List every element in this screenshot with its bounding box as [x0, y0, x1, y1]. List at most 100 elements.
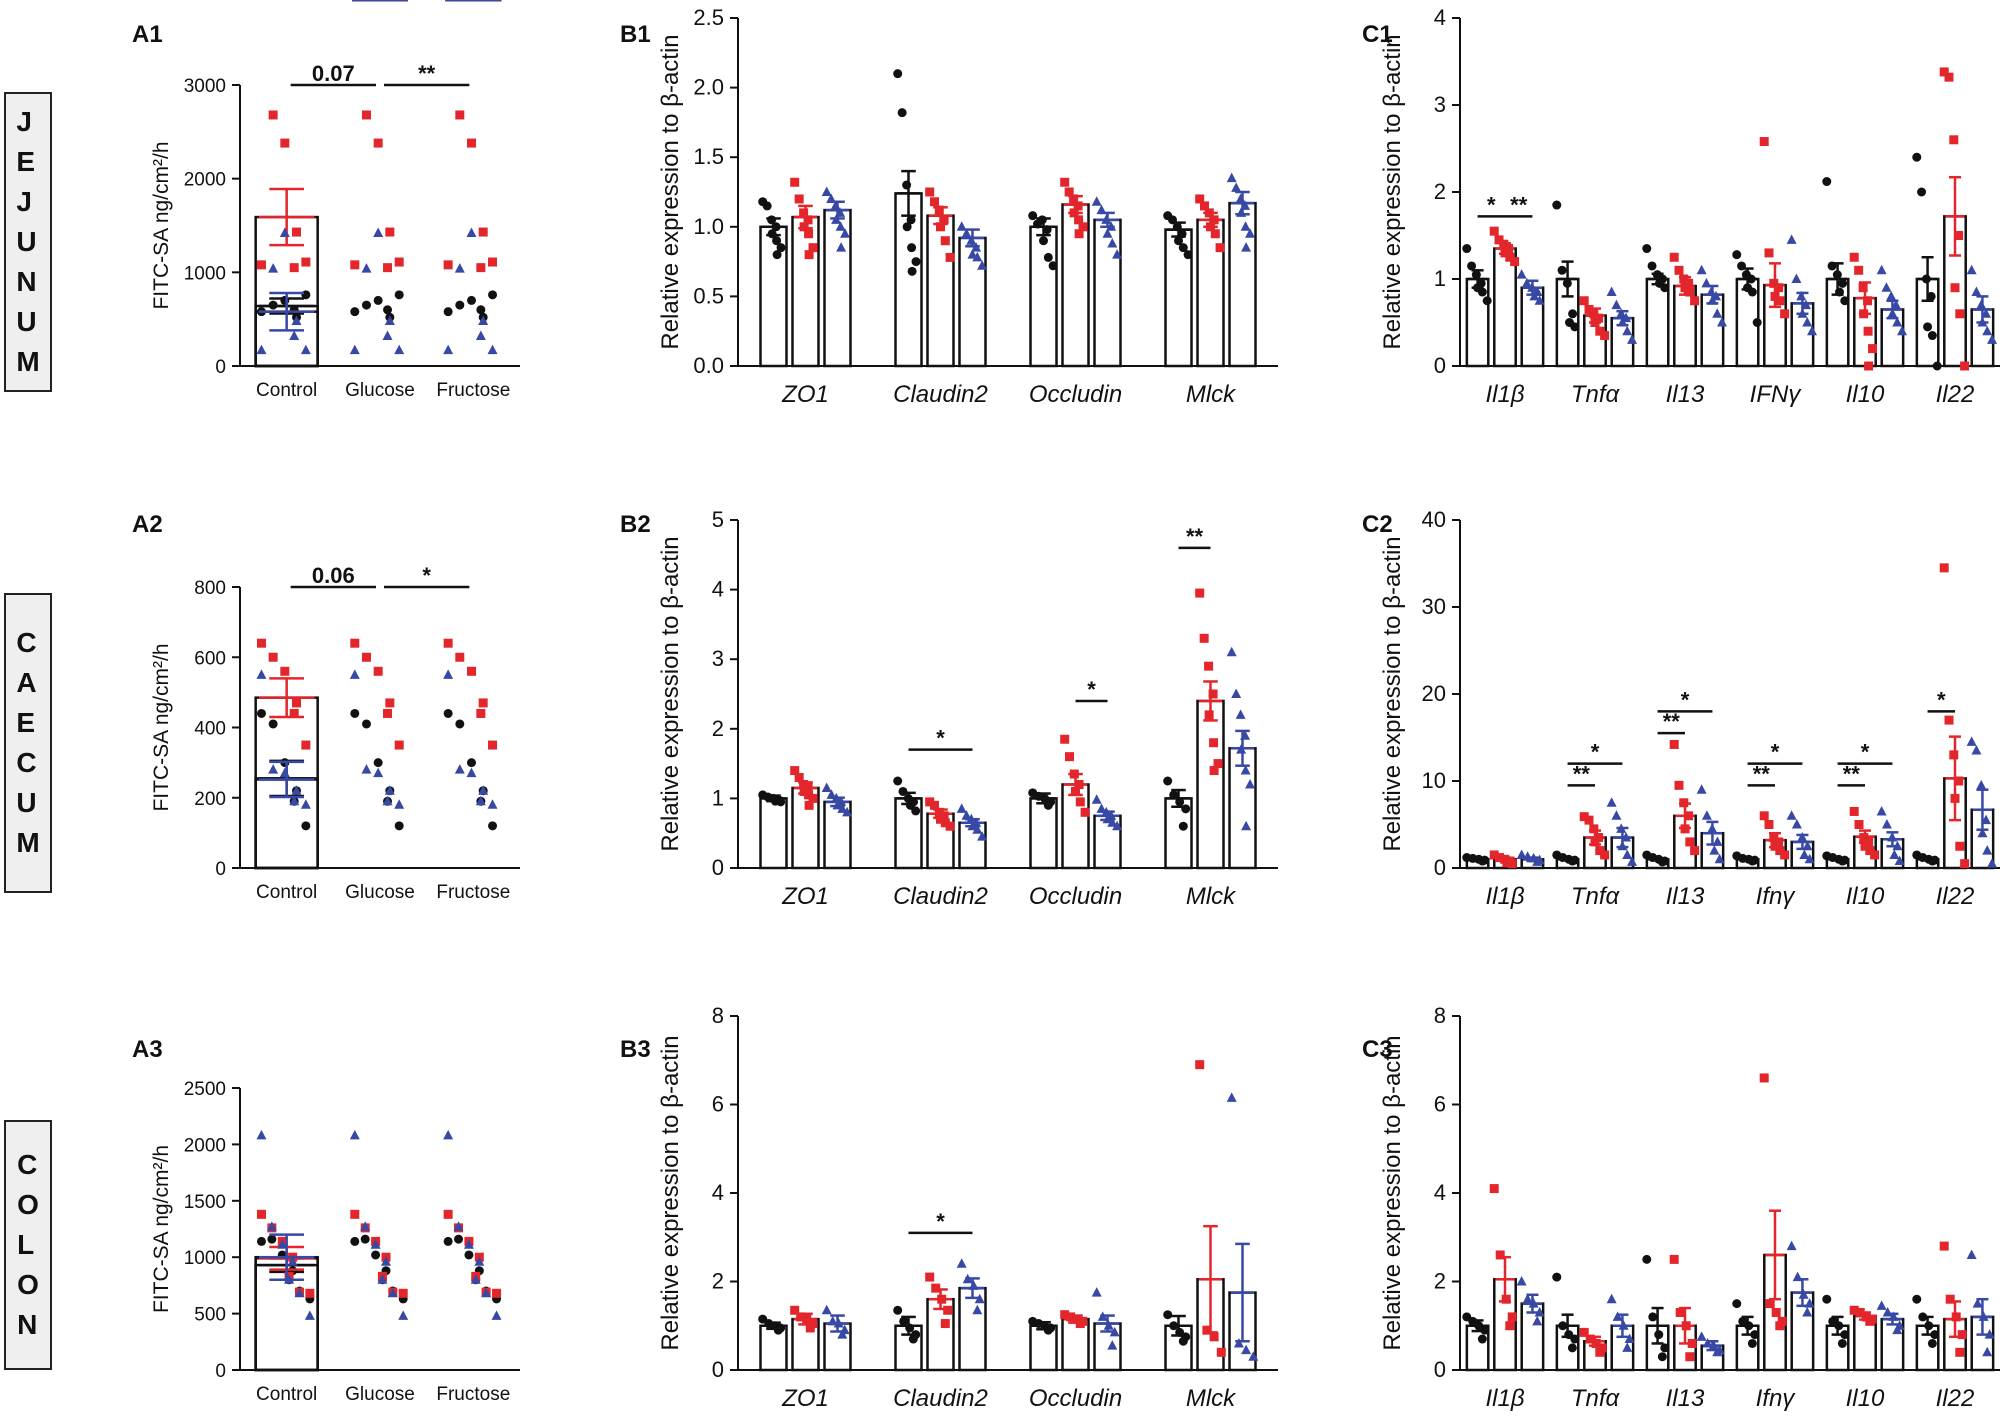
data-point: [1585, 1334, 1595, 1344]
x-tick-label: Glucose: [345, 380, 415, 401]
data-point: [488, 740, 498, 750]
data-point: [1797, 308, 1808, 318]
data-point: [1236, 744, 1247, 754]
data-point: [1112, 249, 1123, 259]
data-point: [1849, 252, 1859, 262]
data-point: [1660, 1343, 1670, 1353]
x-tick-label: Occludin: [1029, 883, 1122, 910]
data-point: [291, 785, 302, 795]
x-tick-label: Il22: [1936, 1385, 1975, 1412]
data-point: [385, 227, 395, 237]
data-point: [1802, 317, 1813, 327]
data-point: [1065, 752, 1074, 762]
data-point: [1759, 811, 1769, 821]
data-point: [1717, 317, 1728, 327]
data-point: [301, 821, 311, 831]
data-point: [767, 229, 777, 239]
data-point: [945, 821, 955, 831]
data-point: [1069, 769, 1079, 779]
data-point: [1178, 243, 1188, 253]
data-point: [1799, 849, 1810, 859]
data-point: [1106, 221, 1117, 231]
data-point: [1669, 1254, 1679, 1264]
data-point: [1570, 1334, 1580, 1344]
data-point: [1532, 1315, 1543, 1326]
data-point: [1102, 228, 1113, 238]
data-point: [350, 307, 360, 317]
data-point: [1028, 211, 1038, 221]
data-point: [1060, 1310, 1070, 1320]
y-tick-label: 0: [1434, 855, 1446, 880]
data-point: [1792, 1271, 1803, 1282]
data-point: [1226, 646, 1237, 657]
data-point: [1177, 229, 1187, 239]
row-label-letter: N: [17, 1309, 38, 1340]
data-point: [292, 227, 302, 237]
data-point: [1043, 800, 1053, 810]
data-point: [1865, 1316, 1875, 1326]
x-tick-label: Il10: [1846, 883, 1885, 910]
y-tick-label: 4: [712, 1180, 724, 1205]
significance-label: **: [1753, 761, 1771, 786]
significance-label: *: [422, 563, 431, 588]
data-point: [373, 758, 383, 768]
data-point: [1780, 850, 1790, 860]
data-point: [794, 194, 804, 204]
data-point: [966, 235, 977, 245]
x-tick-label: Claudin2: [893, 1385, 988, 1412]
data-point: [1674, 265, 1684, 275]
data-point: [1037, 215, 1047, 225]
y-tick-label: 2.0: [693, 75, 724, 100]
significance-label: **: [1186, 524, 1204, 549]
data-point: [940, 1319, 950, 1329]
data-point: [1685, 287, 1695, 297]
data-point: [394, 821, 404, 831]
data-point: [1241, 1344, 1252, 1355]
significance-label: **: [418, 61, 436, 86]
y-tick-label: 2000: [184, 170, 226, 191]
x-tick-label: Ifnγ: [1756, 1385, 1797, 1412]
data-point: [1912, 1294, 1922, 1304]
data-point: [1621, 832, 1632, 842]
data-point: [1502, 858, 1512, 868]
data-point: [1233, 1337, 1244, 1348]
data-point: [1669, 252, 1679, 262]
data-point: [1791, 273, 1802, 283]
data-point: [1600, 850, 1610, 860]
data-point: [908, 1334, 918, 1344]
y-tick-label: 1.0: [693, 214, 724, 239]
data-point: [1616, 308, 1627, 318]
data-point: [1552, 200, 1562, 210]
data-point: [962, 1273, 973, 1284]
data-point: [443, 638, 453, 648]
data-point: [1769, 278, 1779, 288]
data-point: [1786, 1240, 1797, 1251]
data-point: [1567, 856, 1577, 866]
data-point: [1042, 225, 1052, 235]
data-point: [925, 1272, 935, 1282]
chart-b3: B3 0 2 4 6 8 Relative expression to β-actin ZO1…: [620, 1003, 1278, 1412]
data-point: [1696, 264, 1707, 275]
data-point: [292, 698, 302, 708]
data-point: [826, 789, 837, 799]
data-point: [470, 1274, 481, 1284]
data-point: [1892, 840, 1903, 851]
data-point: [1071, 786, 1080, 796]
data-point: [301, 290, 311, 300]
data-point: [1647, 261, 1657, 271]
y-tick-label: 2: [712, 1269, 724, 1294]
data-point: [1226, 1092, 1237, 1102]
data-point: [940, 236, 950, 246]
data-point: [1495, 1250, 1505, 1260]
data-point: [1770, 291, 1780, 301]
data-point: [1091, 1287, 1102, 1297]
x-tick-label: Fructose: [436, 1384, 510, 1405]
data-point: [454, 263, 465, 273]
data-point: [268, 263, 279, 273]
y-tick-label: 1: [1434, 266, 1446, 291]
data-point: [1864, 361, 1874, 371]
data-point: [1954, 776, 1964, 786]
data-point: [1832, 270, 1842, 280]
data-point: [1477, 856, 1487, 866]
data-point: [907, 243, 917, 253]
